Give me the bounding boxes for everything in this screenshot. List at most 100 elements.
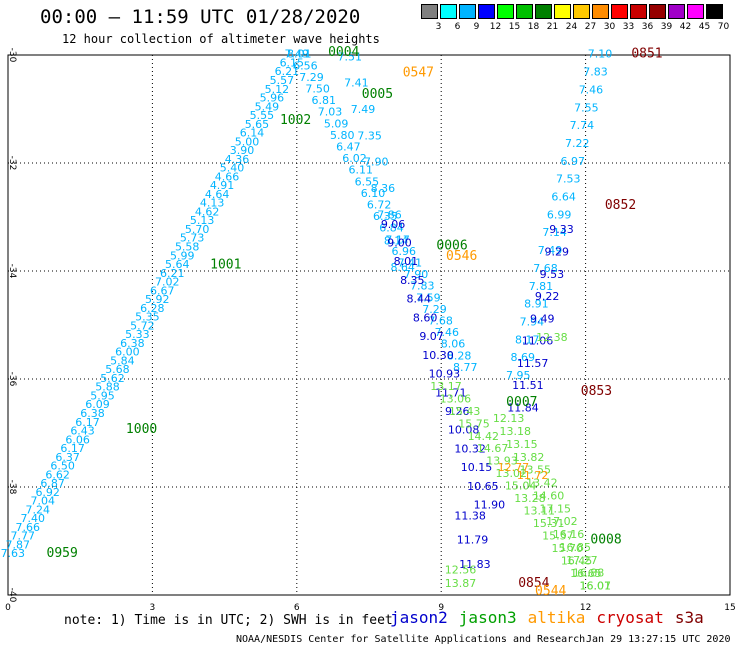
wave-height-value: 7.68 <box>428 315 453 328</box>
scale-swatch <box>611 4 628 19</box>
wave-height-value: 7.24 <box>25 503 50 516</box>
wave-height-value: 9.53 <box>540 268 565 281</box>
scale-swatch <box>668 4 685 19</box>
wave-height-value: 8.28 <box>447 349 472 362</box>
scale-label: 9 <box>473 22 480 32</box>
wave-height-value: 5.13 <box>190 214 215 227</box>
wave-height-value: 6.21 <box>275 65 300 78</box>
pass-time-label: 0006 <box>436 238 467 253</box>
wave-height-value: 6.84 <box>379 222 404 235</box>
wave-height-value: 9.06 <box>381 218 406 231</box>
footer-note: note: 1) Time is in UTC; 2) SWH is in fe… <box>64 613 393 628</box>
scale-swatch <box>630 4 647 19</box>
wave-height-value: 7.95 <box>506 369 531 382</box>
wave-height-value: 6.06 <box>65 433 90 446</box>
wave-height-value: 5.35 <box>135 311 160 324</box>
pass-time-label: 0547 <box>403 66 434 81</box>
wave-height-value: 7.94 <box>520 315 545 328</box>
pass-time-label: 1001 <box>210 257 241 272</box>
wave-height-value: 8.01 <box>394 255 419 268</box>
wave-height-value: 7.29 <box>299 71 324 84</box>
wave-height-value: 6.28 <box>140 302 165 315</box>
wave-height-value: 6.55 <box>355 175 380 188</box>
wave-height-value: 6.62 <box>45 468 70 481</box>
wave-height-value: 7.68 <box>533 262 558 275</box>
wave-height-value: 11.79 <box>457 534 489 547</box>
wave-height-value: 7.49 <box>351 103 376 116</box>
scale-swatch <box>516 4 533 19</box>
wave-height-value: 7.55 <box>574 101 599 114</box>
wave-height-value: 6.38 <box>80 407 105 420</box>
scale-swatch <box>649 4 666 19</box>
wave-height-value: 4.64 <box>205 188 230 201</box>
wave-height-value: 5.64 <box>165 258 190 271</box>
scale-swatch <box>706 4 723 19</box>
wave-height-value: 8.77 <box>453 361 478 374</box>
pass-time-label: 0959 <box>47 546 78 561</box>
scale-label: 30 <box>603 22 616 32</box>
wave-height-value: 6.17 <box>75 416 100 429</box>
legend-jason2: jason2 <box>390 608 448 627</box>
wave-height-value: 6.17 <box>60 442 85 455</box>
wave-height-value: 7.87 <box>6 538 31 551</box>
wave-height-value: 5.84 <box>110 354 135 367</box>
scale-label: 39 <box>660 22 673 32</box>
wave-height-value: 6.10 <box>361 187 386 200</box>
wave-height-value: 5.72 <box>130 319 155 332</box>
wave-height-value: 7.86 <box>377 208 402 221</box>
scale-swatch <box>535 4 552 19</box>
wave-height-value: 4.66 <box>215 170 240 183</box>
wave-height-value: 5.12 <box>265 83 290 96</box>
wave-height-value: 11.38 <box>454 509 486 522</box>
wave-height-value: 7.29 <box>422 303 447 316</box>
wave-height-value: 7.22 <box>565 137 590 150</box>
legend-jason3: jason3 <box>458 608 517 627</box>
wave-height-value: 7.53 <box>556 173 581 186</box>
scale-label: 70 <box>717 22 730 32</box>
wave-height-value: 7.41 <box>344 77 369 90</box>
scale-swatch <box>421 4 438 19</box>
wave-height-value: 7.40 <box>20 512 45 525</box>
wave-height-value: 8.44 <box>406 293 431 306</box>
wave-height-value: 6.64 <box>551 191 576 204</box>
wave-height-value: 12.38 <box>536 331 568 344</box>
wave-height-value: 7.35 <box>357 129 382 142</box>
wave-height-value: 13.42 <box>526 477 558 490</box>
wave-height-value: 7.59 <box>416 291 441 304</box>
wave-height-value: 13.87 <box>445 577 477 590</box>
scale-label: 12 <box>489 22 502 32</box>
scale-swatch <box>478 4 495 19</box>
wave-height-value: 8.17 <box>515 333 540 346</box>
wave-height-value: 9.07 <box>419 330 444 343</box>
wave-height-value: 15.04 <box>505 480 537 493</box>
y-tick-label: -32 <box>7 156 17 171</box>
wave-height-value: 4.36 <box>225 153 250 166</box>
wave-height-value: 6.38 <box>120 337 145 350</box>
pass-time-label: 0007 <box>506 395 537 410</box>
wave-height-value: 12.77 <box>498 461 530 474</box>
wave-height-value: 6.37 <box>55 451 80 464</box>
wave-height-value: 5.80 <box>330 129 355 142</box>
wave-height-value: 9.00 <box>387 237 412 250</box>
pass-time-label: 1000 <box>126 422 157 437</box>
wave-height-value: 6.56 <box>293 59 318 72</box>
wave-height-value: 10.32 <box>454 442 486 455</box>
wave-height-value: 7.04 <box>30 495 55 508</box>
wave-height-value: 5.40 <box>220 162 245 175</box>
wave-height-value: 5.57 <box>270 74 295 87</box>
wave-height-value: 13.06 <box>440 392 472 405</box>
x-tick-label: 12 <box>580 603 591 613</box>
wave-height-value: 8.64 <box>390 261 415 274</box>
wave-height-value: 16.85 <box>559 541 591 554</box>
legend-cryosat: cryosat <box>596 608 664 627</box>
scale-swatch <box>554 4 571 19</box>
pass-time-label: 0005 <box>362 87 393 102</box>
wave-height-value: 4.91 <box>210 179 235 192</box>
page-subtitle: 12 hour collection of altimeter wave hei… <box>62 32 380 46</box>
scale-label: 36 <box>641 22 654 32</box>
wave-height-value: 7.77 <box>11 530 36 543</box>
wave-height-value: 8.36 <box>371 182 396 195</box>
wave-height-value: 11.72 <box>517 469 549 482</box>
pass-time-label: 0854 <box>518 576 549 591</box>
wave-height-value: 6.21 <box>160 267 185 280</box>
